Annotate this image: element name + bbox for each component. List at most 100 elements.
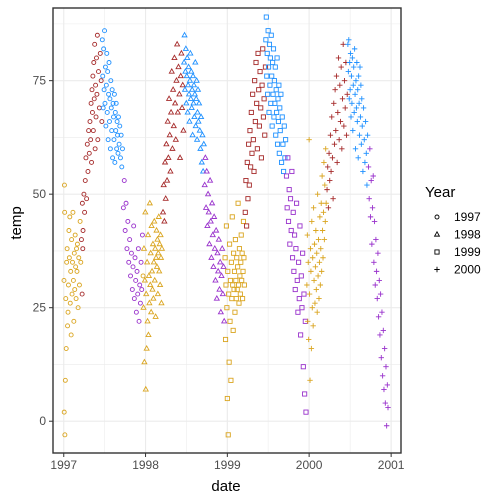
point-1999 (235, 264, 241, 270)
point-1998 (146, 299, 153, 306)
point-1998 (165, 154, 172, 160)
point-2000 (314, 309, 320, 315)
point-2000 (352, 146, 359, 152)
point-1999 (252, 78, 258, 84)
point-1999 (264, 73, 270, 79)
point-2000 (316, 259, 323, 265)
point-1998 (181, 31, 188, 38)
point-1999 (292, 232, 298, 238)
point-1997 (61, 182, 67, 188)
point-1999 (224, 395, 230, 402)
point-1999 (274, 141, 281, 147)
point-1997 (69, 291, 75, 297)
point-2000 (358, 82, 364, 88)
point-1998 (172, 136, 179, 142)
point-1999 (269, 73, 275, 79)
grid-lines (53, 8, 401, 453)
point-2000 (336, 136, 342, 143)
point-1999 (238, 259, 244, 265)
point-2000 (313, 286, 319, 293)
point-2000 (346, 59, 353, 66)
point-1998 (158, 245, 166, 251)
point-1997 (139, 232, 145, 238)
point-1997 (70, 259, 75, 265)
point-1997 (82, 209, 88, 215)
point-2000 (375, 250, 381, 256)
y-tick-label: 50 (33, 187, 47, 201)
point-1997 (72, 232, 78, 238)
point-2000 (313, 227, 319, 234)
point-2000 (317, 282, 324, 288)
point-1998 (216, 258, 224, 265)
point-1999 (283, 137, 289, 143)
point-2000 (308, 268, 314, 275)
point-1998 (190, 99, 197, 106)
point-1997 (110, 155, 116, 161)
point-2000 (360, 105, 367, 111)
point-1999 (252, 118, 258, 125)
legend-label-1998: 1998 (454, 228, 481, 242)
point-1999 (295, 309, 301, 315)
point-1997 (101, 46, 107, 52)
point-1997 (83, 155, 89, 161)
legend-label-1999: 1999 (454, 245, 481, 259)
point-1998 (149, 285, 156, 292)
point-1998 (164, 117, 171, 124)
point-1999 (226, 291, 232, 297)
point-1999 (240, 296, 246, 302)
point-1998 (199, 131, 206, 138)
point-2000 (310, 323, 316, 329)
point-1997 (69, 237, 75, 243)
legend: Year 1997 1998 1999 2000 (425, 184, 481, 277)
point-2000 (355, 155, 361, 161)
point-1998 (193, 77, 200, 83)
point-1998 (193, 136, 201, 142)
point-1998 (180, 126, 187, 133)
point-1997 (70, 277, 76, 283)
point-1997 (134, 268, 140, 274)
point-1998 (185, 63, 192, 70)
point-1999 (246, 182, 252, 188)
point-1998 (149, 240, 157, 247)
point-1997 (64, 259, 70, 265)
point-1999 (285, 155, 291, 161)
point-2000 (308, 345, 315, 352)
point-1999 (245, 196, 251, 202)
point-2000 (304, 232, 311, 238)
point-1997 (66, 228, 72, 233)
point-1999 (286, 187, 292, 193)
point-2000 (307, 245, 314, 252)
point-1997 (110, 100, 116, 106)
point-1999 (244, 159, 250, 165)
point-1999 (232, 309, 238, 315)
point-1997 (128, 250, 134, 256)
point-1998 (141, 358, 148, 365)
point-1997 (107, 146, 113, 152)
point-2000 (309, 304, 315, 311)
point-1999 (297, 223, 303, 229)
point-1998 (176, 154, 184, 160)
point-1998 (208, 199, 216, 206)
point-1999 (283, 173, 290, 179)
point-2000 (318, 245, 324, 252)
point-1997 (88, 137, 94, 143)
point-1999 (243, 178, 249, 184)
point-1998 (205, 208, 212, 215)
point-1998 (202, 154, 209, 160)
point-1999 (239, 277, 245, 283)
point-1998 (188, 86, 196, 92)
point-2000 (315, 236, 322, 243)
point-1999 (238, 232, 244, 238)
point-1998 (178, 49, 185, 56)
x-tick-label: 1999 (214, 458, 241, 472)
point-2000 (332, 87, 338, 93)
point-1998 (161, 217, 168, 224)
point-2000 (375, 314, 382, 320)
point-1999 (289, 168, 295, 175)
point-1997 (67, 300, 73, 306)
point-1997 (63, 296, 69, 302)
point-1998 (200, 140, 208, 147)
point-2000 (327, 177, 333, 184)
point-1998 (188, 67, 195, 74)
